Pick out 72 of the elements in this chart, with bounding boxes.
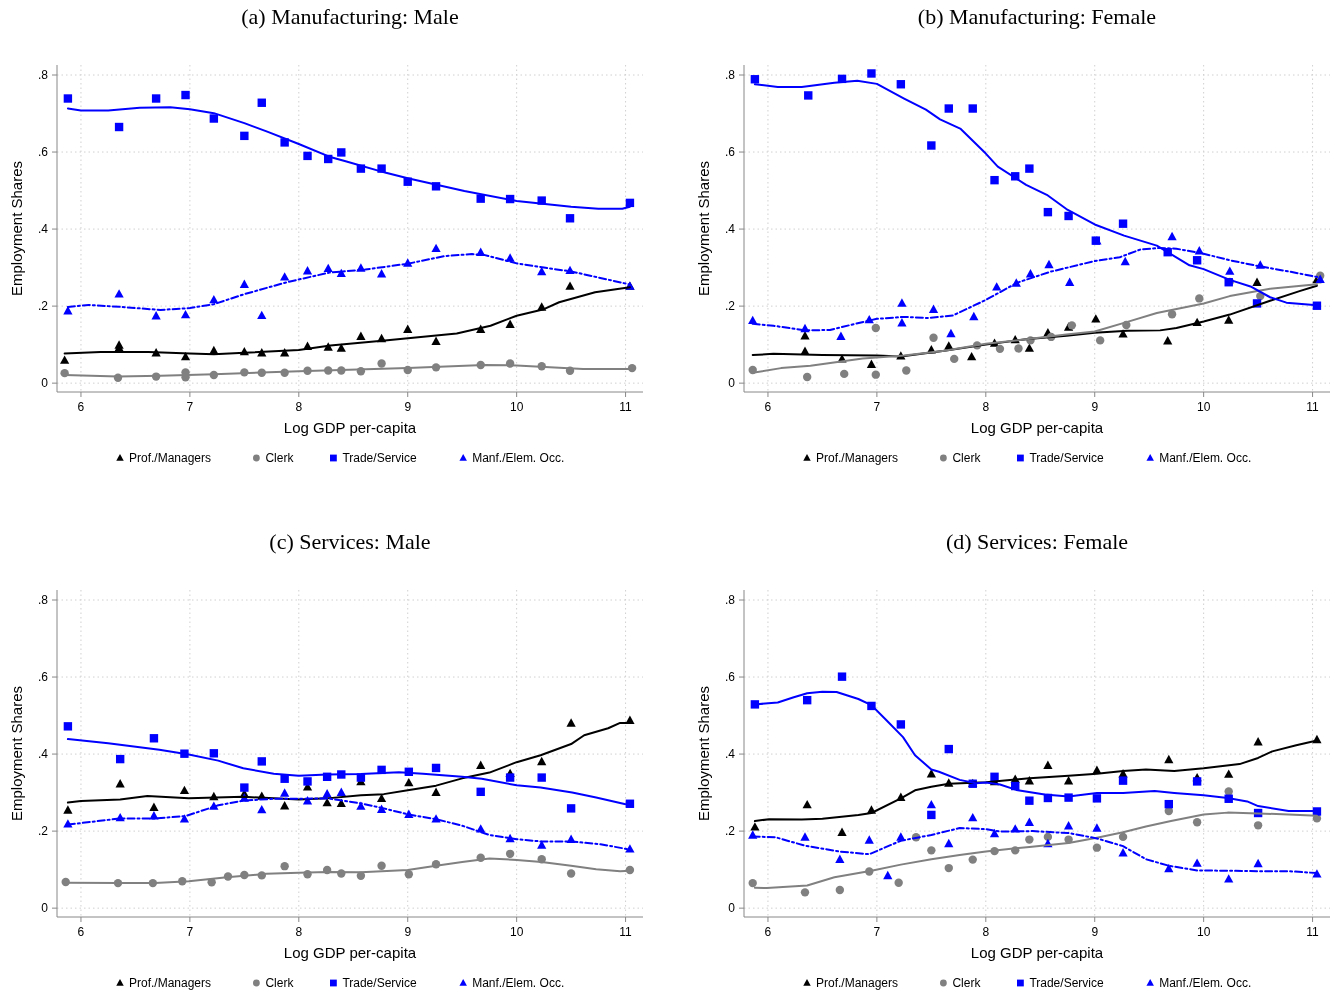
x-tick-label: 10 [1196, 925, 1211, 939]
legend-label: Prof./Managers [816, 451, 899, 465]
y-tick-label: .6 [724, 670, 736, 685]
legend-label: Clerk [265, 451, 295, 465]
y-axis-title: Employment Shares [695, 685, 712, 822]
x-tick-label: 10 [1196, 400, 1211, 414]
x-tick-label: 9 [1091, 400, 1099, 414]
chart-title: (b) Manufacturing: Female [917, 4, 1157, 29]
y-axis-title: Employment Shares [8, 160, 25, 297]
x-tick-label: 6 [77, 400, 85, 414]
y-tick-label: .8 [37, 68, 49, 83]
chart-title: (c) Services: Male [269, 529, 431, 554]
x-tick-label: 11 [619, 400, 633, 414]
x-tick-label: 7 [873, 400, 881, 414]
legend-label: Clerk [952, 451, 982, 465]
y-tick-label: .8 [37, 593, 49, 608]
legend-label: Clerk [265, 976, 295, 990]
chart-title: (a) Manufacturing: Male [241, 4, 459, 29]
x-tick-label: 8 [982, 925, 990, 939]
x-tick-label: 9 [1091, 925, 1099, 939]
y-tick-label: 0 [728, 376, 736, 391]
y-tick-label: .2 [724, 299, 736, 314]
y-tick-label: .6 [37, 670, 49, 685]
y-tick-label: 0 [41, 376, 49, 391]
x-tick-label: 7 [186, 925, 194, 939]
x-tick-label: 11 [1306, 400, 1320, 414]
x-tick-label: 11 [619, 925, 633, 939]
x-axis-title: Log GDP per-capita [283, 944, 417, 961]
x-tick-label: 10 [509, 400, 524, 414]
legend-label: Trade/Service [342, 976, 417, 990]
x-tick-label: 8 [295, 400, 303, 414]
legend-label: Prof./Managers [129, 451, 212, 465]
legend-label: Manf./Elem. Occ. [1159, 976, 1252, 990]
x-tick-label: 9 [404, 400, 412, 414]
legend-label: Clerk [952, 976, 982, 990]
chart-title: (d) Services: Female [945, 529, 1129, 554]
legend-label: Manf./Elem. Occ. [472, 451, 565, 465]
legend-label: Trade/Service [342, 451, 417, 465]
y-tick-label: .2 [724, 824, 736, 839]
legend-label: Prof./Managers [816, 976, 899, 990]
x-axis-title: Log GDP per-capita [283, 419, 417, 436]
legend-label: Trade/Service [1029, 976, 1104, 990]
legend-label: Manf./Elem. Occ. [472, 976, 565, 990]
y-axis-title: Employment Shares [8, 685, 25, 822]
y-tick-label: .4 [724, 747, 736, 762]
x-tick-label: 7 [186, 400, 194, 414]
x-tick-label: 6 [764, 400, 772, 414]
y-tick-label: 0 [728, 901, 736, 916]
y-tick-label: .4 [724, 222, 736, 237]
y-tick-label: .6 [724, 145, 736, 160]
x-tick-label: 6 [764, 925, 772, 939]
y-tick-label: .8 [724, 68, 736, 83]
legend-label: Manf./Elem. Occ. [1159, 451, 1252, 465]
y-axis-title: Employment Shares [695, 160, 712, 297]
y-tick-label: .2 [37, 299, 49, 314]
legend-label: Trade/Service [1029, 451, 1104, 465]
x-tick-label: 8 [982, 400, 990, 414]
x-tick-label: 11 [1306, 925, 1320, 939]
x-tick-label: 10 [509, 925, 524, 939]
x-tick-label: 6 [77, 925, 85, 939]
y-tick-label: .6 [37, 145, 49, 160]
x-axis-title: Log GDP per-capita [970, 944, 1104, 961]
y-tick-label: .4 [37, 222, 49, 237]
x-tick-label: 9 [404, 925, 412, 939]
x-tick-label: 7 [873, 925, 881, 939]
y-tick-label: .2 [37, 824, 49, 839]
y-tick-label: 0 [41, 901, 49, 916]
x-tick-label: 8 [295, 925, 303, 939]
y-tick-label: .8 [724, 593, 736, 608]
legend-label: Prof./Managers [129, 976, 212, 990]
x-axis-title: Log GDP per-capita [970, 419, 1104, 436]
y-tick-label: .4 [37, 747, 49, 762]
